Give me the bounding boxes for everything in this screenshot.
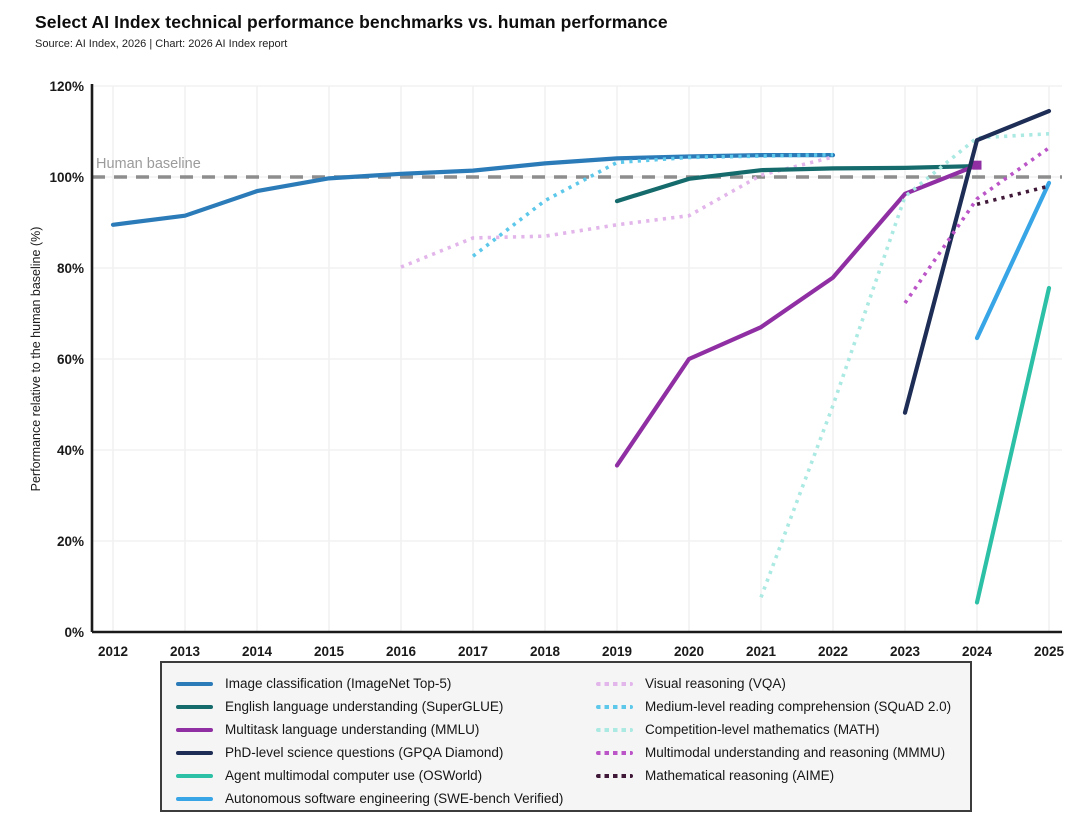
x-tick-label: 2015: [314, 644, 345, 659]
y-axis-title: Performance relative to the human baseli…: [29, 227, 43, 492]
line-chart-canvas: Human baseline 0% 20% 40% 60% 80% 100% 120% 2012…: [29, 79, 1065, 659]
y-tick-label: 120%: [49, 79, 84, 94]
x-tick-label: 2014: [242, 644, 273, 659]
series-line-mmmu: [903, 146, 1051, 305]
legend-item-gpqa: PhD-level science questions (GPQA Diamon…: [176, 741, 596, 764]
y-tick-label: 100%: [49, 170, 84, 185]
legend-item-aime: Mathematical reasoning (AIME): [596, 764, 951, 787]
legend-item-swebench: Autonomous software engineering (SWE-ben…: [176, 787, 596, 810]
legend-swatch-gpqa-solid-line-icon: [176, 750, 213, 755]
legend-swatch-squad-dotted-line-icon: [596, 704, 633, 709]
series-line-swebench: [974, 180, 1052, 341]
x-tick-label: 2021: [746, 644, 777, 659]
series-line-squad: [471, 152, 834, 258]
series-line-vqa: [400, 155, 834, 269]
chart-legend: Image classification (ImageNet Top-5) Eng…: [160, 661, 972, 812]
series-line-math: [759, 131, 1050, 599]
legend-swatch-superglue-solid-line-icon: [176, 704, 213, 709]
legend-label-swebench: Autonomous software engineering (SWE-ben…: [225, 791, 564, 806]
legend-item-vqa: Visual reasoning (VQA): [596, 672, 951, 695]
legend-label-mmmu: Multimodal understanding and reasoning (…: [645, 745, 946, 760]
series-line-mmlu: [614, 163, 980, 468]
legend-label-gpqa: PhD-level science questions (GPQA Diamon…: [225, 745, 504, 760]
x-tick-label: 2016: [386, 644, 417, 659]
x-tick-label: 2022: [818, 644, 848, 659]
human-baseline-label: Human baseline: [96, 156, 201, 172]
legend-item-osworld: Agent multimodal computer use (OSWorld): [176, 764, 596, 787]
x-tick-label: 2020: [674, 644, 704, 659]
legend-item-superglue: English language understanding (SuperGLU…: [176, 695, 596, 718]
legend-swatch-aime-dotted-line-icon: [596, 773, 633, 778]
legend-item-mmmu: Multimodal understanding and reasoning (…: [596, 741, 951, 764]
legend-column-right: Visual reasoning (VQA) Medium-level readi…: [596, 672, 951, 810]
series-line-superglue: [614, 163, 980, 204]
legend-label-imagenet: Image classification (ImageNet Top-5): [225, 676, 452, 691]
x-tick-label: 2013: [170, 644, 201, 659]
page-title: Select AI Index technical performance be…: [35, 12, 668, 32]
legend-label-osworld: Agent multimodal computer use (OSWorld): [225, 768, 483, 783]
x-tick-label: 2018: [530, 644, 561, 659]
legend-item-mmlu: Multitask language understanding (MMLU): [176, 718, 596, 741]
series-line-gpqa: [902, 108, 1052, 415]
series-line-osworld: [974, 285, 1052, 605]
legend-item-math: Competition-level mathematics (MATH): [596, 718, 951, 741]
legend-label-vqa: Visual reasoning (VQA): [645, 676, 786, 691]
y-tick-label: 80%: [57, 261, 84, 276]
chart-header: Select AI Index technical performance be…: [35, 12, 668, 50]
legend-swatch-vqa-dotted-line-icon: [596, 681, 633, 686]
y-tick-label: 40%: [57, 443, 84, 458]
legend-swatch-math-dotted-line-icon: [596, 727, 633, 732]
x-tick-label: 2023: [890, 644, 921, 659]
legend-item-imagenet: Image classification (ImageNet Top-5): [176, 672, 596, 695]
legend-label-aime: Mathematical reasoning (AIME): [645, 768, 835, 783]
series-line-imagenet: [110, 153, 836, 227]
legend-swatch-mmmu-dotted-line-icon: [596, 750, 633, 755]
y-tick-label: 60%: [57, 352, 84, 367]
x-tick-label: 2019: [602, 644, 632, 659]
legend-label-squad: Medium-level reading comprehension (SQuA…: [645, 699, 952, 714]
x-tick-label: 2025: [1034, 644, 1065, 659]
chart-source-note: Source: AI Index, 2026 | Chart: 2026 AI …: [35, 38, 288, 50]
series-end-marker-mmlu: [972, 160, 982, 170]
y-tick-label: 0%: [64, 625, 84, 640]
legend-swatch-osworld-solid-line-icon: [176, 773, 213, 778]
legend-swatch-imagenet-solid-line-icon: [176, 681, 213, 686]
legend-label-mmlu: Multitask language understanding (MMLU): [225, 722, 480, 737]
legend-column-left: Image classification (ImageNet Top-5) Eng…: [176, 672, 596, 810]
x-tick-label: 2017: [458, 644, 488, 659]
legend-swatch-mmlu-solid-line-icon: [176, 727, 213, 732]
series-line-aime: [976, 184, 1050, 207]
legend-swatch-swebench-solid-line-icon: [176, 796, 213, 801]
x-tick-label: 2024: [962, 644, 993, 659]
legend-item-squad: Medium-level reading comprehension (SQuA…: [596, 695, 951, 718]
x-tick-label: 2012: [98, 644, 128, 659]
y-tick-label: 20%: [57, 534, 84, 549]
legend-label-math: Competition-level mathematics (MATH): [645, 722, 880, 737]
legend-label-superglue: English language understanding (SuperGLU…: [225, 699, 504, 714]
